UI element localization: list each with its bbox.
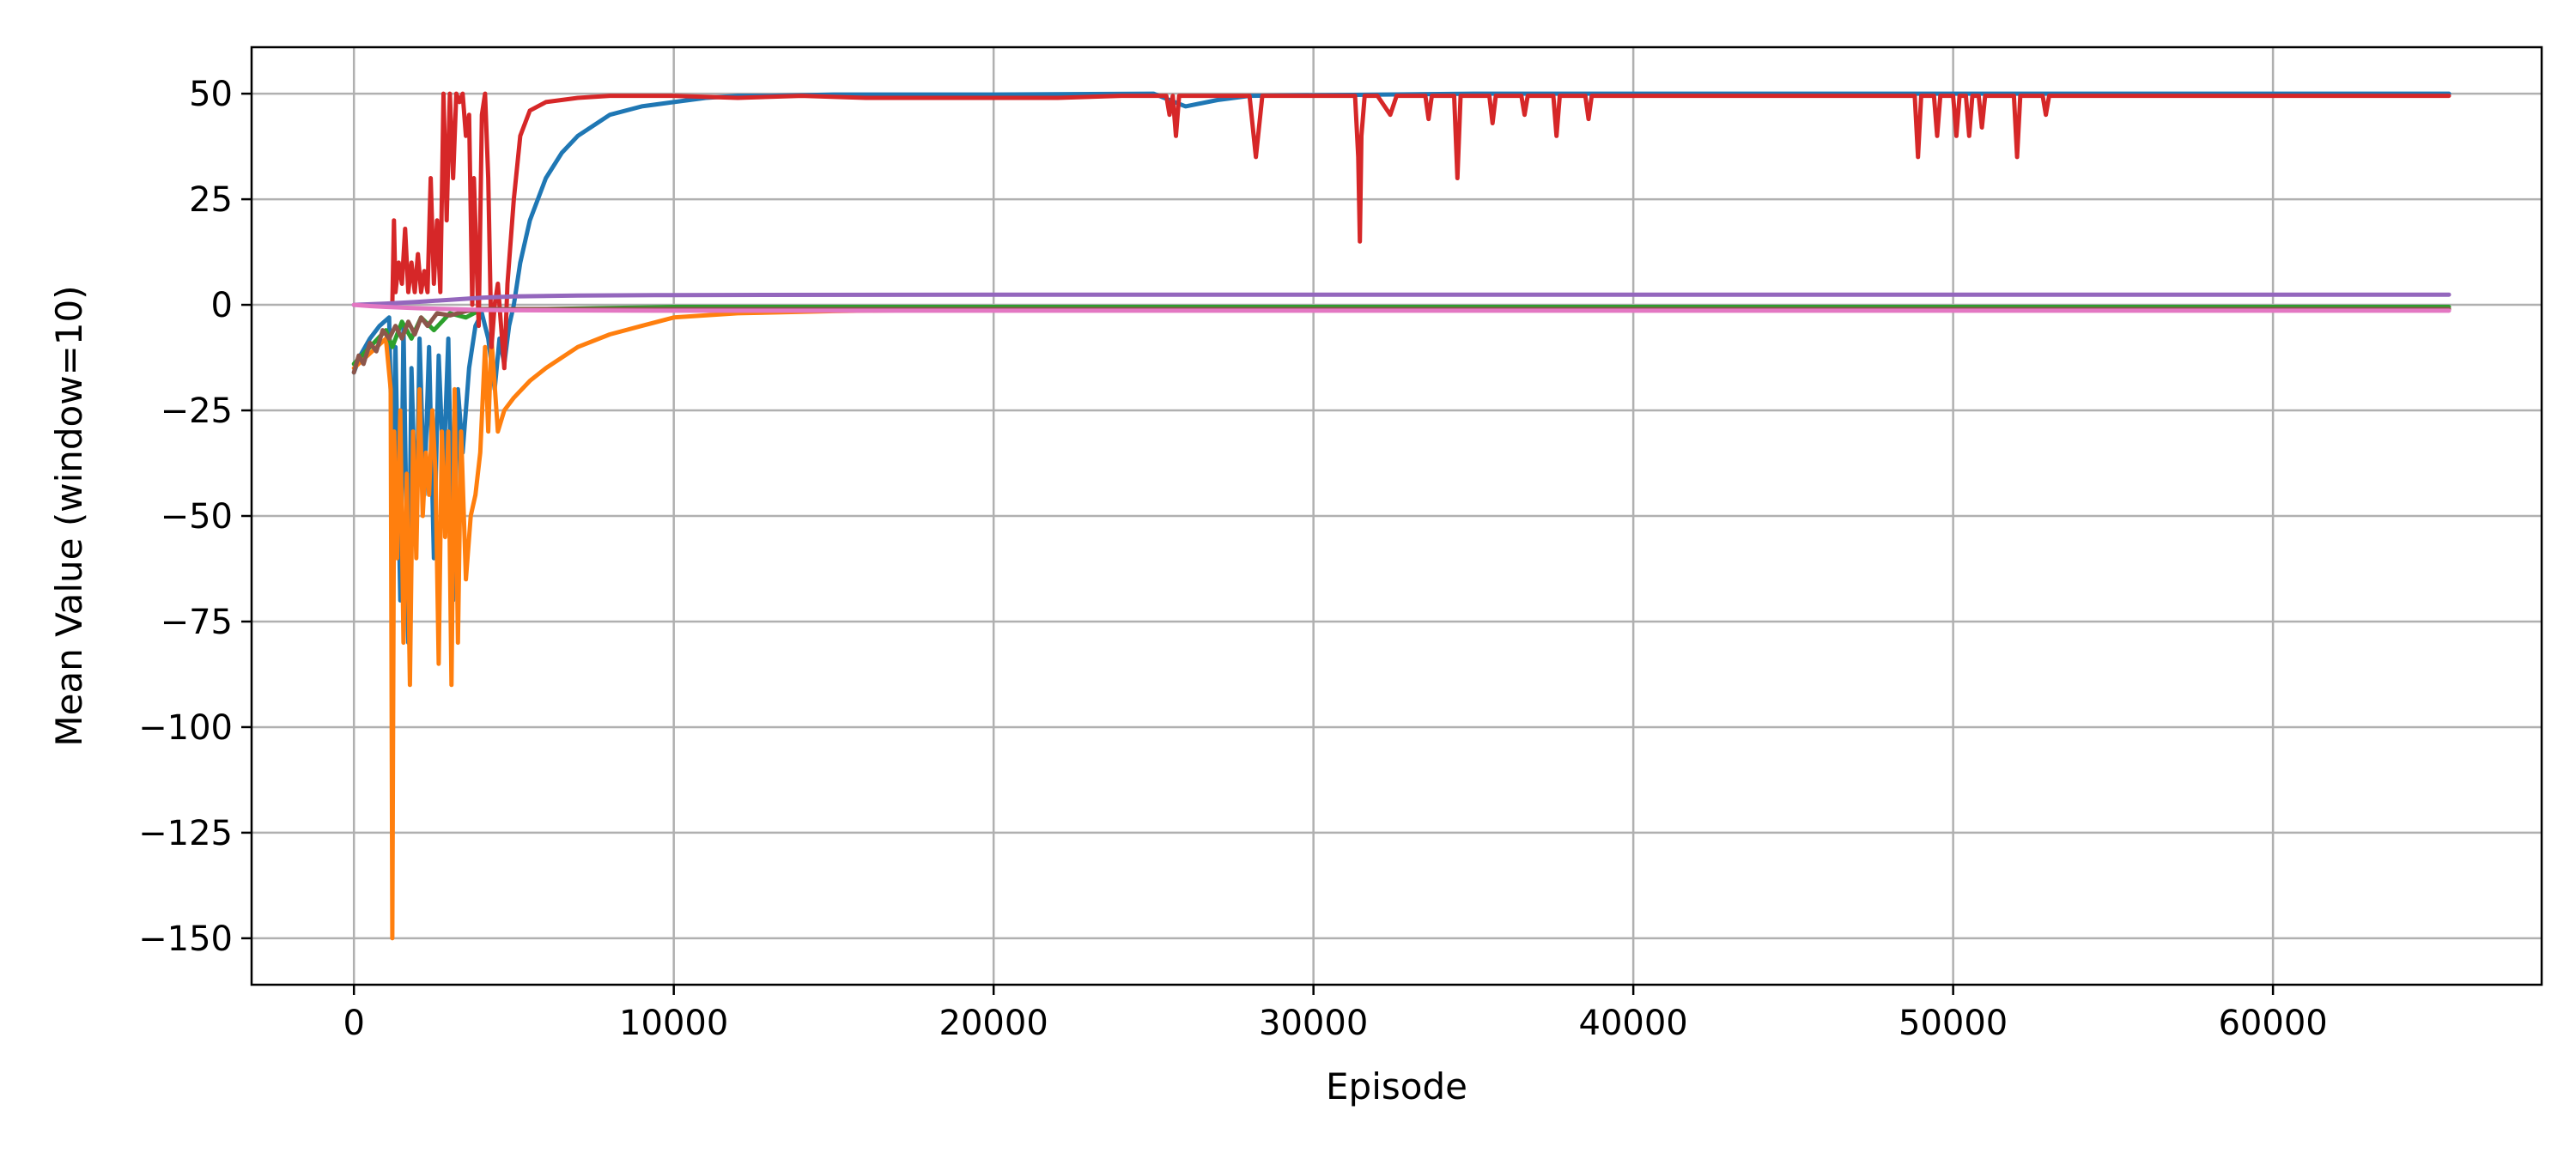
- series-line-4: [390, 91, 2451, 371]
- y-tick-label: −150: [138, 919, 233, 959]
- series-group: [351, 91, 2451, 941]
- series-line-7: [351, 302, 2451, 313]
- series-line-5: [351, 292, 2451, 307]
- y-tick-label: 25: [189, 180, 233, 220]
- x-tick-label: 10000: [619, 1004, 728, 1043]
- y-axis-label: Mean Value (window=10): [48, 285, 90, 746]
- x-tick-label: 60000: [2218, 1004, 2327, 1043]
- ticks: 0 10000 20000 30000 40000 50000 60000 50 25 0 −25 −…: [138, 75, 2328, 1043]
- x-tick-label: 20000: [939, 1004, 1048, 1043]
- y-tick-label: −125: [138, 814, 233, 853]
- x-tick-label: 30000: [1259, 1004, 1368, 1043]
- series-line-2: [351, 306, 2451, 941]
- y-tick-label: −25: [161, 391, 233, 431]
- x-tick-label: 0: [343, 1004, 364, 1043]
- x-tick-label: 50000: [1899, 1004, 2008, 1043]
- y-tick-label: −100: [138, 708, 233, 748]
- y-tick-label: 0: [211, 286, 233, 325]
- x-tick-label: 40000: [1579, 1004, 1688, 1043]
- y-tick-label: −75: [161, 603, 233, 642]
- x-axis-label: Episode: [1326, 1065, 1467, 1107]
- y-tick-label: −50: [161, 497, 233, 537]
- y-tick-label: 50: [189, 75, 233, 114]
